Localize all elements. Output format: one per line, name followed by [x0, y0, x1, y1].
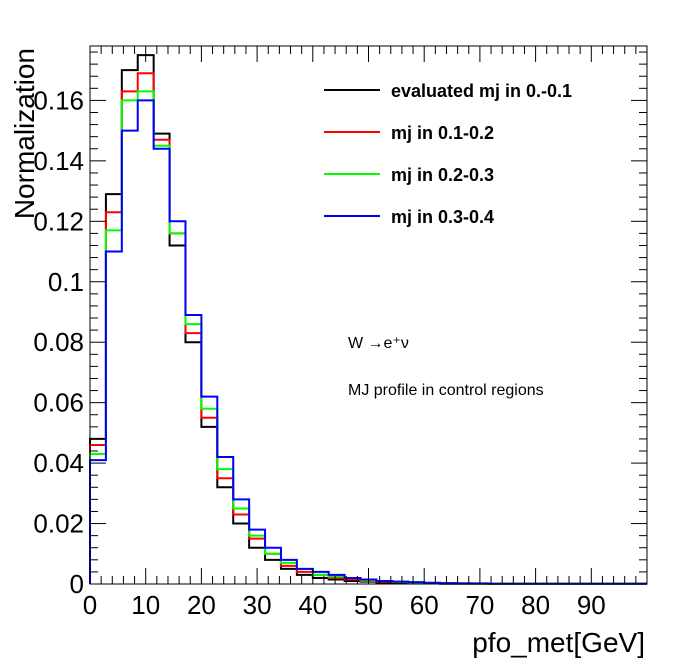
legend-label-1: mj in 0.1-0.2	[391, 123, 494, 143]
x-tick-label: 20	[187, 590, 216, 620]
axes-layer	[89, 45, 648, 585]
y-tick-label: 0.16	[33, 85, 84, 115]
x-tick-label: 80	[521, 590, 550, 620]
y-tick-label: 0.12	[33, 206, 84, 236]
x-tick-label: 90	[577, 590, 606, 620]
y-tick-label: 0.04	[33, 448, 84, 478]
x-tick-label: 50	[354, 590, 383, 620]
mj-profile-annotation: MJ profile in control regions	[348, 382, 544, 399]
y-tick-label: 0	[70, 569, 84, 599]
process-annotation: W →e⁺ν	[348, 335, 409, 352]
tick-label-layer: 0 10 20 30 40 50 60 70 80 90 0 0.02 0.04 0.06 0.08 0.1 0…	[33, 85, 605, 620]
y-axis-title: Normalization	[9, 48, 40, 219]
x-tick-label: 70	[465, 590, 494, 620]
x-tick-label: 60	[410, 590, 439, 620]
y-tick-label: 0.02	[33, 509, 84, 539]
x-tick-label: 0	[83, 590, 97, 620]
y-tick-label: 0.08	[33, 327, 84, 357]
legend-label-3: mj in 0.3-0.4	[391, 207, 494, 227]
y-tick-label: 0.14	[33, 146, 84, 176]
x-tick-label: 40	[298, 590, 327, 620]
x-axis-title: pfo_met[GeV]	[472, 627, 645, 658]
legend-label-0: evaluated mj in 0.-0.1	[391, 81, 572, 101]
legend-label-2: mj in 0.2-0.3	[391, 165, 494, 185]
y-tick-label: 0.1	[48, 267, 84, 297]
x-tick-label: 10	[131, 590, 160, 620]
x-tick-label: 30	[243, 590, 272, 620]
legend: evaluated mj in 0.-0.1 mj in 0.1-0.2 mj in…	[324, 81, 572, 227]
y-tick-label: 0.06	[33, 388, 84, 418]
